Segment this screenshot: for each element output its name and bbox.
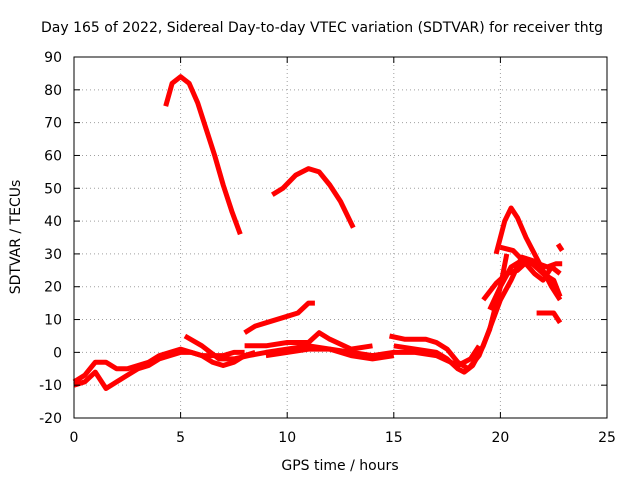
series-line-arc-d	[73, 349, 256, 391]
plot-border	[73, 56, 608, 419]
series-line-arc-f	[243, 300, 315, 335]
y-tick-label: 40	[44, 214, 62, 230]
x-tick-label: 10	[278, 430, 296, 446]
y-tick-label: 0	[53, 345, 62, 361]
y-tick-label: 70	[44, 116, 62, 132]
series-line-arc-m	[481, 258, 563, 302]
y-tick-label: 90	[44, 50, 62, 66]
series-line-arc-o	[536, 310, 563, 325]
x-axis-label: GPS time / hours	[281, 458, 398, 474]
y-tick-label: 10	[44, 313, 62, 329]
y-tick-label: 60	[44, 148, 62, 164]
x-tick-label: 0	[70, 430, 79, 446]
series-line-arc-h	[265, 346, 395, 362]
y-axis-label: SDTVAR / TECUs	[8, 180, 24, 295]
x-tick-label: 20	[491, 430, 509, 446]
y-tick-label: 20	[44, 280, 62, 296]
series-line-arc-p	[555, 242, 565, 252]
series-line-arc-b	[270, 166, 356, 229]
chart-title: Day 165 of 2022, Sidereal Day-to-day VTE…	[41, 20, 603, 36]
grid	[74, 57, 607, 418]
x-tick-label: 15	[385, 430, 403, 446]
series-layer	[72, 74, 565, 391]
x-tick-label: 5	[176, 430, 185, 446]
series-line-arc-g	[244, 330, 373, 352]
y-tick-label: 30	[44, 247, 62, 263]
y-tick-label: 50	[44, 181, 62, 197]
x-tick-label: 25	[598, 430, 616, 446]
series-line-arc-k	[493, 205, 563, 302]
y-tick-label: -20	[39, 411, 62, 427]
series-line-arc-a	[163, 74, 243, 236]
series-line-arc-n	[499, 244, 562, 283]
y-tick-label: 80	[44, 83, 62, 99]
ticks: 0 5 10 15 20 25 -20 -10 0 10 20 30 40 50 60 70 80 90	[39, 50, 616, 446]
y-tick-label: -10	[39, 378, 62, 394]
